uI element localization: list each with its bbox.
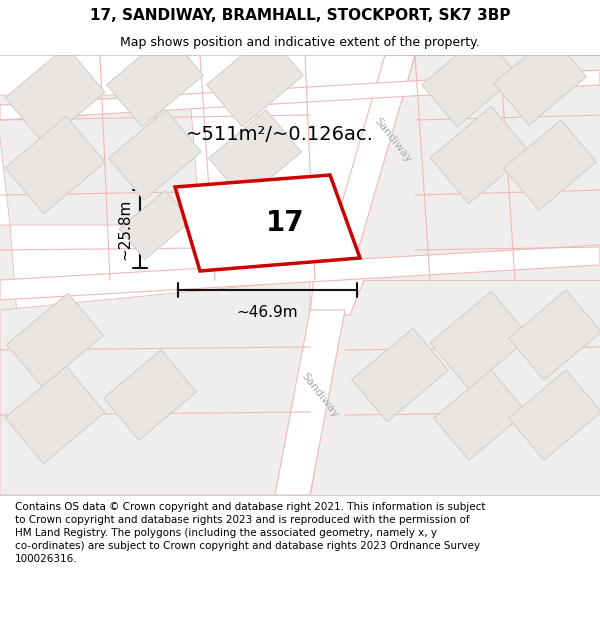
Polygon shape <box>434 370 526 460</box>
Polygon shape <box>206 33 304 127</box>
Text: Sandiway: Sandiway <box>299 371 341 419</box>
Text: ~511m²/~0.126ac.: ~511m²/~0.126ac. <box>186 126 374 144</box>
Polygon shape <box>104 350 196 440</box>
Polygon shape <box>109 110 202 200</box>
Polygon shape <box>0 245 600 300</box>
Polygon shape <box>119 191 191 259</box>
Polygon shape <box>509 290 600 380</box>
Text: ~46.9m: ~46.9m <box>236 305 298 320</box>
Text: 17, SANDIWAY, BRAMHALL, STOCKPORT, SK7 3BP: 17, SANDIWAY, BRAMHALL, STOCKPORT, SK7 3… <box>90 8 510 23</box>
Text: Contains OS data © Crown copyright and database right 2021. This information is : Contains OS data © Crown copyright and d… <box>15 501 485 564</box>
Polygon shape <box>175 175 360 271</box>
Polygon shape <box>0 95 200 225</box>
Polygon shape <box>310 280 600 495</box>
Polygon shape <box>352 328 448 422</box>
Polygon shape <box>430 106 530 204</box>
Text: ~25.8m: ~25.8m <box>117 198 132 260</box>
Polygon shape <box>509 370 600 460</box>
Polygon shape <box>7 293 103 387</box>
Text: Sandiway: Sandiway <box>373 116 413 164</box>
Polygon shape <box>5 116 105 214</box>
Polygon shape <box>5 46 105 144</box>
Polygon shape <box>107 33 203 127</box>
Polygon shape <box>422 33 518 127</box>
Text: Map shows position and indicative extent of the property.: Map shows position and indicative extent… <box>120 36 480 49</box>
Polygon shape <box>494 35 586 125</box>
Polygon shape <box>5 366 105 464</box>
Polygon shape <box>275 310 345 495</box>
Polygon shape <box>503 120 596 210</box>
Polygon shape <box>430 291 530 389</box>
Polygon shape <box>209 110 301 200</box>
Polygon shape <box>0 280 310 495</box>
Polygon shape <box>315 55 415 295</box>
Polygon shape <box>0 225 20 355</box>
Polygon shape <box>0 70 600 120</box>
Polygon shape <box>345 55 600 280</box>
Text: 17: 17 <box>266 209 304 237</box>
Polygon shape <box>310 265 370 315</box>
